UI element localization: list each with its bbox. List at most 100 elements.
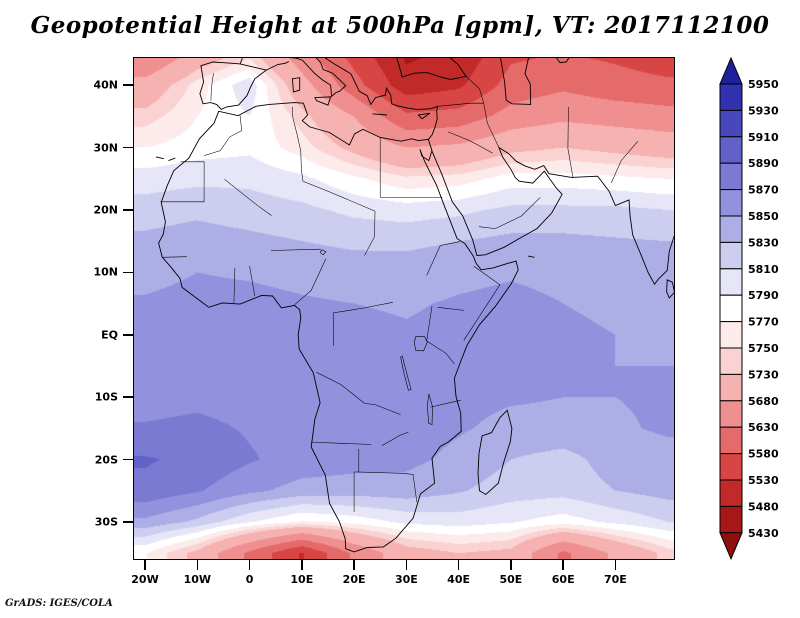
- border-path: [403, 473, 418, 503]
- border-path: [249, 266, 256, 297]
- colorbar-segment: [719, 453, 743, 481]
- plot-area: 40N 30N 20N 10N EQ 10S 20S 30S 20W 10W 0 10E 20E 30E…: [93, 57, 675, 586]
- border-path: [610, 141, 639, 184]
- x-tick-label: 60E: [551, 573, 575, 586]
- y-tick-label: 30S: [94, 515, 118, 529]
- lake-outline: [413, 336, 428, 352]
- x-tick-label: 0: [245, 573, 254, 586]
- y-tick-label: 40N: [93, 78, 118, 92]
- coastline-path: [372, 113, 388, 116]
- colorbar-label: 5930: [748, 104, 779, 117]
- coastline-path: [431, 146, 675, 286]
- lake-outline: [426, 393, 433, 426]
- colorbar-label: 5870: [748, 184, 779, 197]
- border-path: [210, 73, 214, 101]
- colorbar: 5950 5930 5910 5890 5870 5850 5830 5810 5790 5770…: [719, 56, 779, 561]
- coastline-path: [499, 57, 532, 105]
- y-tick-label: 20S: [94, 453, 118, 466]
- border-path: [426, 245, 441, 276]
- coastline-path: [155, 156, 164, 160]
- colorbar-segment: [719, 83, 743, 111]
- colorbar-segment: [719, 321, 743, 349]
- border-path: [567, 106, 574, 179]
- colorbar-segment: [719, 215, 743, 243]
- border-path: [302, 180, 376, 212]
- border-path: [353, 448, 360, 512]
- y-tick-label: EQ: [101, 328, 118, 342]
- colorbar-label: 5830: [748, 236, 779, 249]
- coastline-path: [395, 57, 467, 80]
- colorbar-label: 5770: [748, 316, 779, 329]
- lake-outline: [319, 249, 327, 256]
- x-tick-mark: [562, 560, 564, 570]
- coastline-path: [666, 279, 675, 299]
- border-path: [358, 471, 404, 474]
- coastline-path: [291, 77, 301, 93]
- x-tick-mark: [301, 560, 303, 570]
- border-path: [426, 305, 433, 342]
- x-tick-label: 20W: [131, 573, 159, 586]
- colorbar-label: 5890: [748, 157, 779, 170]
- lake-outline: [400, 355, 412, 391]
- colorbar-label: 5480: [748, 500, 779, 513]
- x-tick-mark: [248, 560, 251, 570]
- y-tick-mark: [123, 396, 133, 398]
- border-path: [333, 302, 393, 314]
- coastline-path: [239, 57, 244, 65]
- coastline-path: [168, 157, 176, 162]
- colorbar-label: 5750: [748, 342, 779, 355]
- border-path: [437, 102, 484, 107]
- x-tick-label: 10E: [290, 573, 314, 586]
- colorbar-segment: [719, 109, 743, 138]
- colorbar-segment: [719, 162, 743, 191]
- colorbar-segment: [719, 136, 743, 164]
- coastline-path: [477, 409, 513, 496]
- x-tick-mark: [457, 560, 460, 570]
- colorbar-label: 5950: [748, 78, 779, 91]
- y-tick-label: 10N: [93, 265, 118, 279]
- border-path: [296, 134, 304, 182]
- colorbar-label: 5680: [748, 395, 779, 408]
- x-tick-mark: [614, 560, 617, 570]
- colorbar-segment: [719, 268, 743, 296]
- coastline-path: [286, 57, 347, 98]
- border-path: [270, 248, 321, 251]
- coastline-path: [199, 61, 268, 110]
- border-path: [316, 371, 401, 415]
- border-path: [162, 256, 187, 258]
- colorbar-label: 5430: [748, 527, 779, 540]
- border-path: [224, 179, 272, 216]
- colorbar-arrow-up: [719, 56, 743, 85]
- colorbar-label: 5530: [748, 474, 779, 487]
- coastline-path: [528, 255, 535, 258]
- colorbar-label: 5730: [748, 368, 779, 381]
- colorbar-segment: [719, 347, 743, 375]
- y-tick-label: 30N: [93, 141, 118, 154]
- x-tick-mark: [405, 560, 408, 570]
- border-path: [483, 103, 500, 148]
- coastline-path: [555, 57, 570, 64]
- colorbar-segment: [719, 479, 743, 507]
- colorbar-label: 5810: [748, 263, 779, 276]
- colorbar-segment: [719, 241, 743, 270]
- chart-title: Geopotential Height at 500hPa [gpm], VT:…: [30, 12, 770, 39]
- x-tick-label: 70E: [603, 573, 627, 586]
- border-path: [294, 258, 327, 306]
- x-tick-label: 10W: [183, 573, 212, 586]
- border-path: [233, 267, 236, 303]
- y-tick-mark: [123, 209, 133, 211]
- y-tick-mark: [123, 521, 133, 523]
- border-path: [478, 197, 541, 229]
- y-tick-mark: [123, 334, 133, 336]
- colorbar-label: 5910: [748, 131, 779, 144]
- y-tick-mark: [123, 458, 133, 461]
- colorbar-label: 5790: [748, 289, 779, 302]
- x-tick-label: 20E: [342, 573, 366, 586]
- border-path: [160, 161, 205, 203]
- y-tick-mark: [123, 84, 133, 86]
- border-path: [204, 115, 242, 156]
- x-tick-mark: [510, 560, 512, 570]
- x-tick-label: 40E: [447, 573, 471, 586]
- coastline-path: [323, 57, 439, 140]
- border-path: [426, 340, 455, 365]
